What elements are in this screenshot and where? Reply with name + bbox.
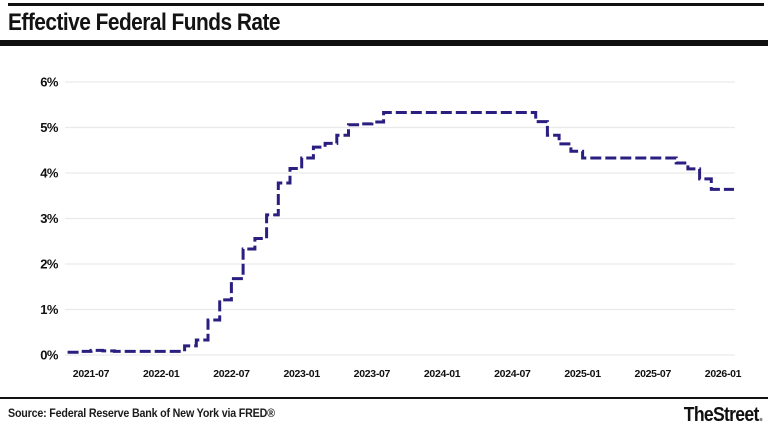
page-title: Effective Federal Funds Rate bbox=[8, 9, 281, 36]
rate-chart: 0% 1% 2% 3% 4% 5% 6% 2021-07 2022-01 2022-07 2023-… bbox=[0, 46, 768, 396]
source-attribution: Source: Federal Reserve Bank of New York… bbox=[8, 408, 275, 420]
title-divider-rule bbox=[0, 40, 768, 46]
y-axis-label-2%: 2% bbox=[40, 257, 59, 272]
x-axis-label-2024-07: 2024-07 bbox=[494, 368, 531, 380]
x-axis-label-2021-07: 2021-07 bbox=[73, 368, 110, 380]
thestreet-logo-period: . bbox=[758, 404, 764, 426]
x-axis-label-2022-07: 2022-07 bbox=[213, 368, 250, 380]
thestreet-logo: TheStreet. bbox=[683, 404, 764, 427]
y-axis-label-1%: 1% bbox=[40, 302, 59, 317]
x-axis-label-2024-01: 2024-01 bbox=[424, 368, 461, 380]
y-axis-label-3%: 3% bbox=[40, 211, 59, 226]
x-axis-label-2025-01: 2025-01 bbox=[564, 368, 601, 380]
top-rule bbox=[8, 3, 764, 6]
y-axis-label-4%: 4% bbox=[40, 166, 59, 181]
effr-series-line bbox=[67, 111, 734, 354]
x-axis-label-2026-01: 2026-01 bbox=[705, 368, 742, 380]
y-axis-label-5%: 5% bbox=[40, 120, 59, 135]
x-axis-label-2022-01: 2022-01 bbox=[143, 368, 180, 380]
rate-chart-svg: 0% 1% 2% 3% 4% 5% 6% 2021-07 2022-01 2022-07 2023-… bbox=[40, 75, 742, 381]
footer-rule bbox=[0, 397, 768, 399]
x-axis-label-2025-07: 2025-07 bbox=[635, 368, 672, 380]
thestreet-logo-text: TheStreet bbox=[683, 404, 760, 426]
x-axis-label-2023-01: 2023-01 bbox=[283, 368, 320, 380]
x-axis-label-2023-07: 2023-07 bbox=[354, 368, 391, 380]
y-axis-label-6%: 6% bbox=[40, 75, 59, 90]
y-axis-label-0%: 0% bbox=[40, 348, 59, 363]
